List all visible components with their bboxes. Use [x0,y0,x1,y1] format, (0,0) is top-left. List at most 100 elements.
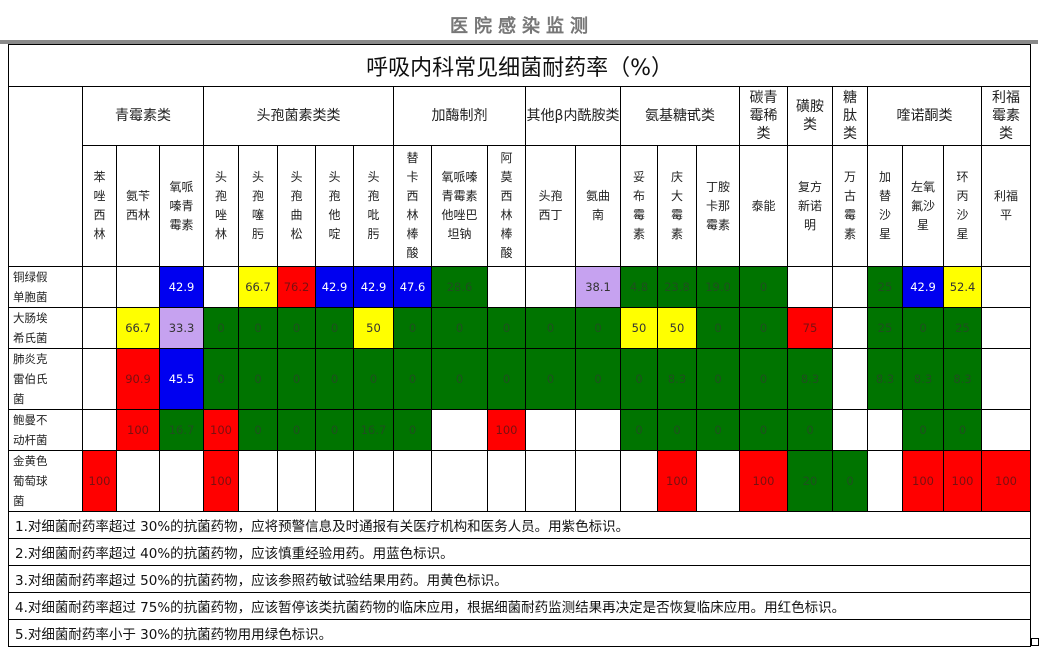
drug-name: 替卡西林棒酸 [406,151,419,260]
group-header-row: 青霉素类 头孢菌素类类 加酶制剂 其他β内酰胺类 氨基糖甙类 碳青霉稀类 磺胺类 糖肽类 喹诺酮… [8,86,1032,267]
resistance-cell [980,307,1032,349]
drug-header: 泰能 [739,145,788,267]
resistance-cell: 0 [575,348,621,410]
resistance-cell: 0 [902,307,944,349]
resistance-cell: 0 [277,348,316,410]
corner-cell [8,86,83,267]
resistance-cell: 100 [487,409,526,451]
resistance-cell [82,409,117,451]
resistance-cell: 76.2 [277,266,316,308]
resistance-cell [832,266,868,308]
drug-header: 氨曲南 [575,145,621,267]
drug-header: 头孢曲松 [277,145,316,267]
resistance-cell: 0 [739,266,788,308]
resistance-cell: 0 [393,348,432,410]
resistance-cell: 0 [353,348,394,410]
group-header: 头孢菌素类类 [203,86,394,146]
resistance-cell: 0 [902,409,944,451]
resistance-cell: 0 [739,348,788,410]
resistance-cell: 100 [980,450,1032,512]
drug-header: 头孢唑林 [203,145,239,267]
resistance-cell: 20 [787,450,833,512]
drug-header: 替卡西林棒酸 [393,145,432,267]
resistance-cell: 33.3 [159,307,204,349]
drug-header-row: 苯唑西林 氨苄西林 氧哌嗪青霉素 头孢唑林 头孢噻肟 头孢曲松 头孢他啶 头孢吡肟 替卡西林棒酸… [9,145,1032,267]
page-header-title: 医院感染监测 [450,16,594,37]
resistance-cell: 0 [315,307,354,349]
organism-name: 肺炎克雷伯氏菌 [13,352,48,406]
resistance-cell [525,450,576,512]
group-header: 喹诺酮类 [867,86,982,146]
organism-label: 金黄色葡萄球菌 [8,450,83,512]
resistance-cell [116,266,160,308]
resistance-cell [620,450,658,512]
drug-header: 万古霉素 [832,145,868,267]
resistance-cell: 75 [787,307,833,349]
resistance-cell: 0 [696,307,740,349]
resistance-cell: 0 [277,409,316,451]
group-header: 利福霉素类 [980,86,1032,146]
drug-name: 苯唑西林 [93,170,106,241]
organism-name: 鲍曼不动杆菌 [13,413,48,447]
resistance-cell [575,409,621,451]
drug-header: 利福平 [980,145,1032,267]
resistance-cell: 66.7 [116,307,160,349]
drug-name: 丁胺卡那霉素 [705,179,730,232]
resistance-cell [82,266,117,308]
drug-header: 氧哌嗪青霉素 [159,145,204,267]
resistance-cell [431,409,488,451]
resistance-cell: 0 [238,348,278,410]
resistance-cell: 0 [277,307,316,349]
table-row: 大肠埃希氏菌 66.7 33.3 0 0 0 0 50 0 0 0 0 0 50 50 0 0 75 25 0 25 [8,307,1032,349]
resistance-cell: 23.8 [657,266,697,308]
resistance-cell [203,266,239,308]
resistance-cell: 0 [620,409,658,451]
resistance-cell: 0 [657,409,697,451]
resistance-cell: 8.3 [657,348,697,410]
drug-header: 阿莫西林棒酸 [487,145,526,267]
organism-label: 铜绿假单胞菌 [8,266,83,308]
resistance-cell: 16.7 [159,409,204,451]
resistance-cell: 0 [315,409,354,451]
resistance-cell [832,348,868,410]
resistance-cell: 52.4 [943,266,982,308]
resistance-cell: 100 [203,450,239,512]
drug-name: 头孢曲松 [290,170,303,241]
drug-header: 头孢他啶 [315,145,354,267]
resistance-cell: 8.3 [787,348,833,410]
resistance-cell: 0 [787,409,833,451]
resistance-cell [315,450,354,512]
resistance-cell: 8.3 [867,348,903,410]
drug-header: 环丙沙星 [943,145,982,267]
resistance-cell: 42.9 [902,266,944,308]
resistance-cell: 25 [867,307,903,349]
resistance-cell: 0 [238,307,278,349]
resistance-cell [116,450,160,512]
resistance-cell: 0 [620,348,658,410]
drug-header: 丁胺卡那霉素 [696,145,740,267]
drug-name: 庆大霉素 [670,170,683,241]
resistance-cell: 0 [575,307,621,349]
organism-name: 金黄色葡萄球菌 [13,454,48,508]
resistance-cell: 0 [696,348,740,410]
resistance-cell [696,450,740,512]
drug-header: 加替沙星 [867,145,903,267]
legend-note: 2.对细菌耐药率超过 40%的抗菌药物，应该慎重经验用药。用蓝色标识。 [7,538,1032,566]
resistance-cell: 66.7 [238,266,278,308]
drug-name: 氨曲南 [585,189,610,222]
resistance-cell: 0 [943,409,982,451]
resistance-cell [353,450,394,512]
organism-name: 大肠埃希氏菌 [13,311,48,345]
drug-name: 复方新诺明 [797,179,822,232]
legend-note: 1.对细菌耐药率超过 30%的抗菌药物，应将预警信息及时通报有关医疗机构和医务人… [7,511,1032,539]
resistance-cell: 16.7 [353,409,394,451]
resistance-cell: 38.1 [575,266,621,308]
legend-note: 4.对细菌耐药率超过 75%的抗菌药物，应该暂停该类抗菌药物的临床应用，根据细菌… [7,592,1032,620]
table-title: 呼吸内科常见细菌耐药率（%） [7,44,1032,87]
resistance-cell: 0 [203,307,239,349]
resistance-cell: 0 [431,307,488,349]
resistance-cell [787,266,833,308]
drug-header: 头孢噻肟 [238,145,278,267]
drug-header: 氨苄西林 [116,145,160,267]
resistance-cell: 100 [943,450,982,512]
